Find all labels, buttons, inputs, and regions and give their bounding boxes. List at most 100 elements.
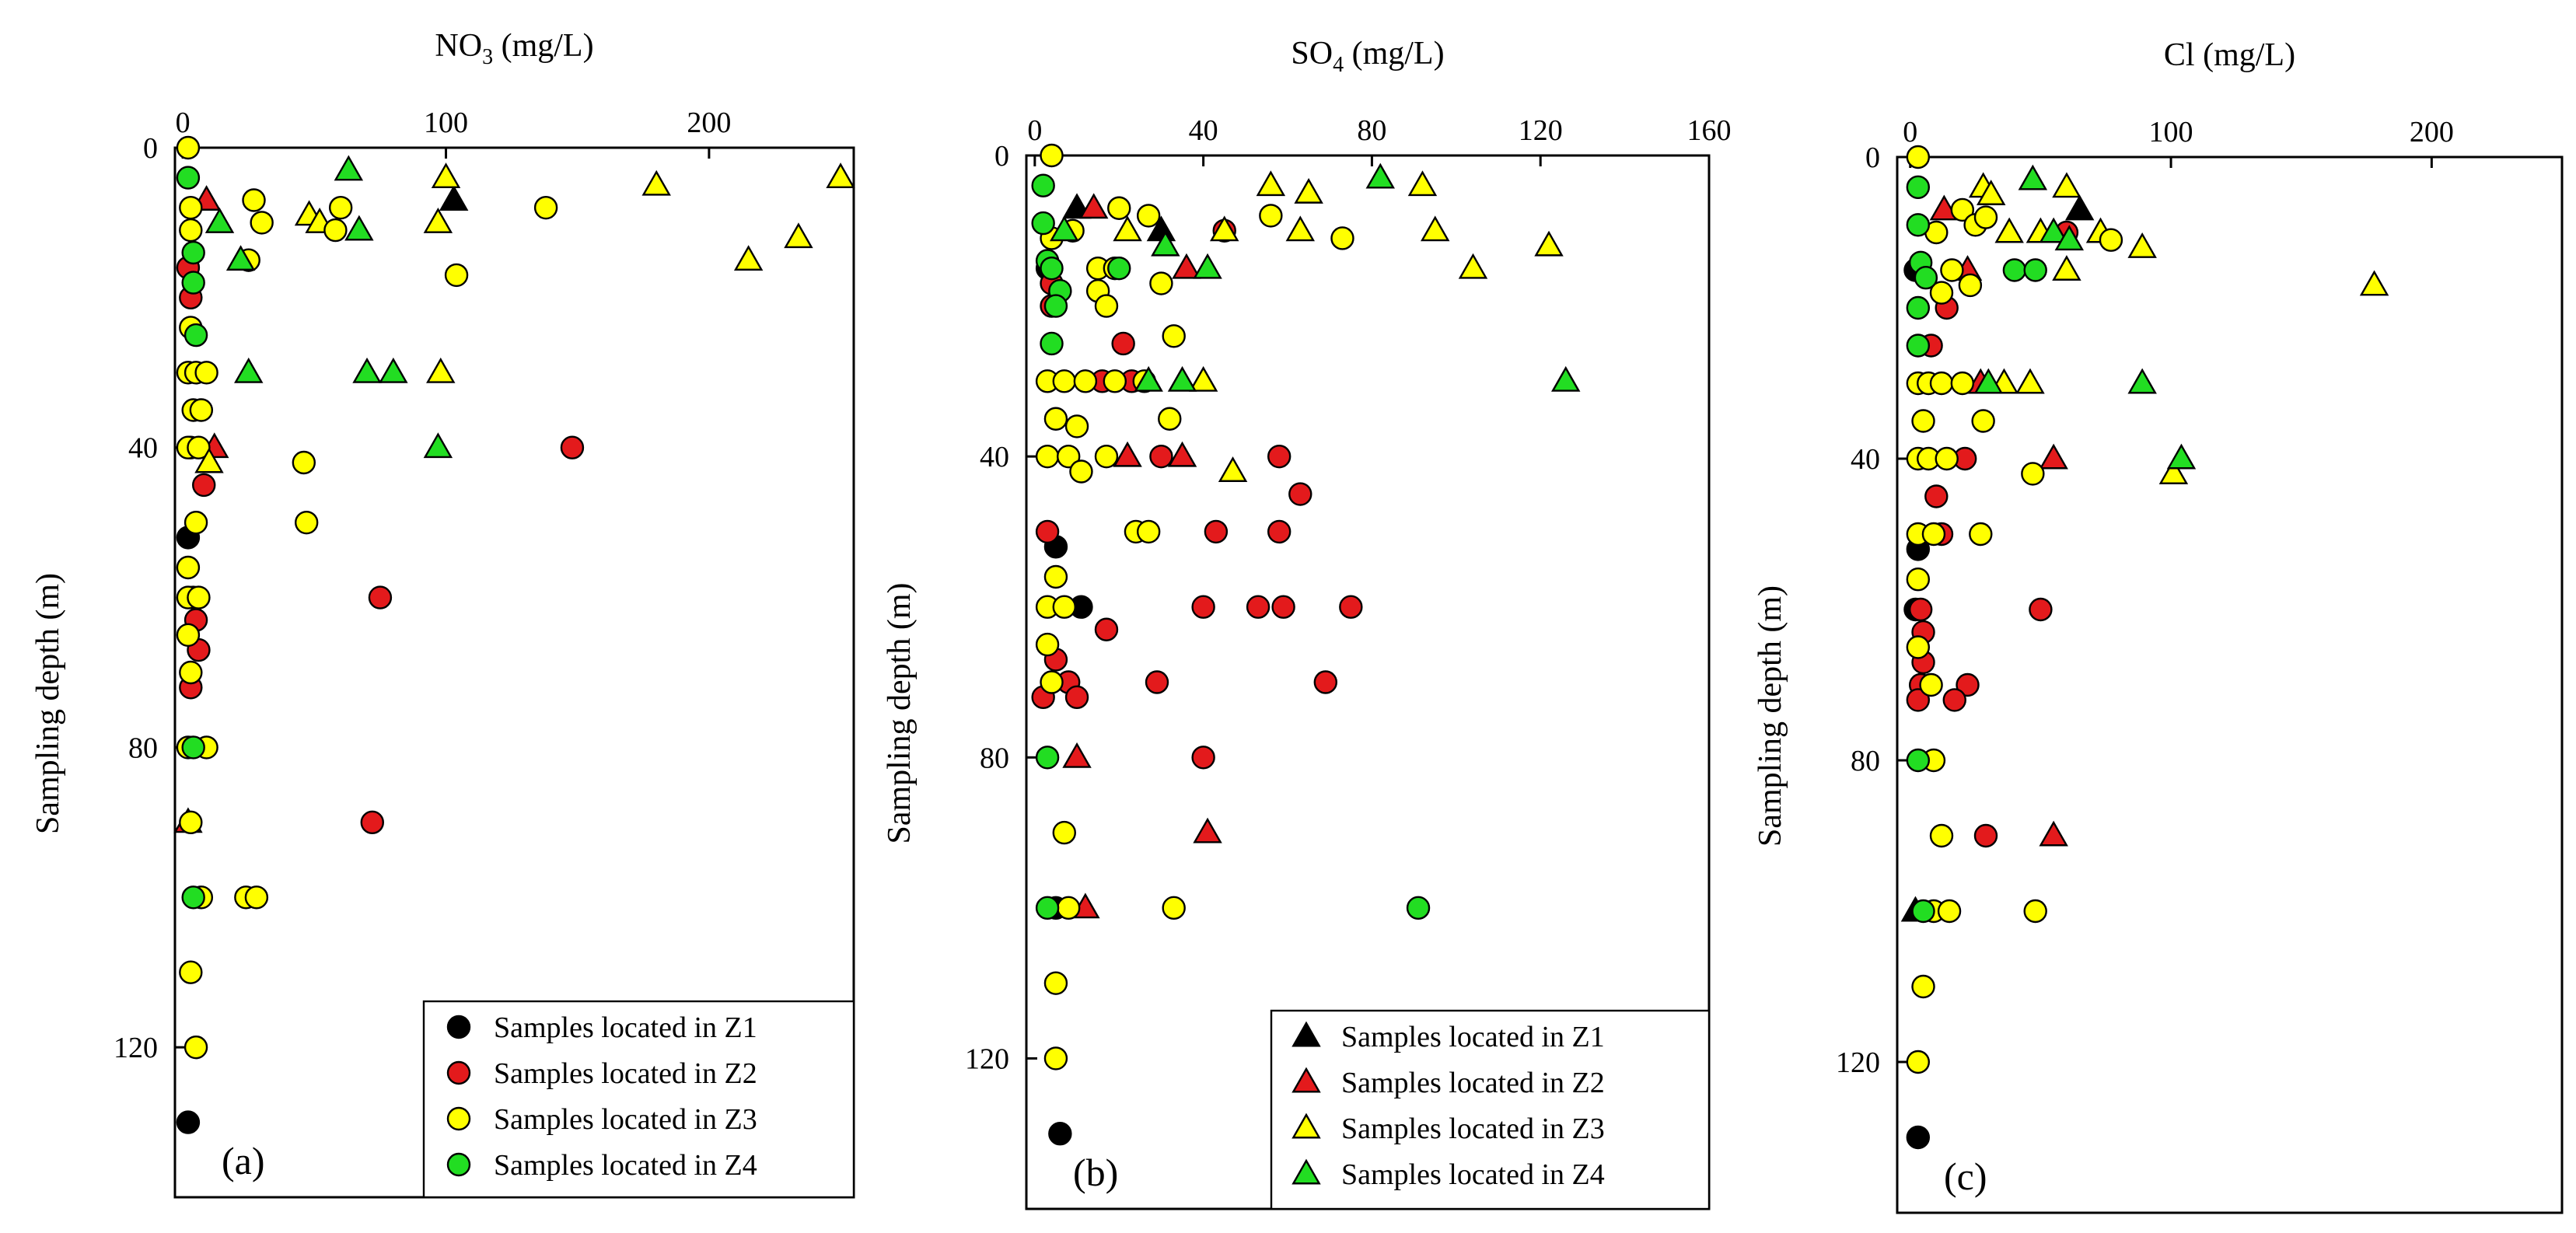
data-point-z3 [1188, 365, 1218, 392]
data-point-z3 [179, 960, 203, 984]
x-tick-label: 160 [1687, 114, 1732, 147]
data-point-z4 [184, 323, 208, 348]
data-point-z4 [1365, 162, 1395, 189]
data-point-z3 [1043, 971, 1068, 995]
data-point-z1 [176, 1110, 201, 1134]
data-point-z4 [181, 240, 205, 265]
y-tick-label: 80 [128, 732, 158, 764]
data-point-z4 [2127, 368, 2157, 394]
data-point-z4 [1914, 266, 1938, 290]
data-point-z3 [189, 398, 214, 422]
legend-label-z2: Samples located in Z2 [1341, 1067, 1605, 1099]
data-point-z3 [1937, 899, 1962, 924]
data-point-z2 [1973, 823, 1998, 848]
data-point-z3 [1056, 444, 1081, 469]
data-point-z3 [826, 162, 855, 189]
data-point-z4 [352, 357, 382, 383]
y-tick-label: 40 [1851, 443, 1880, 476]
data-point-z4 [379, 357, 408, 383]
data-point-z2 [1942, 688, 1966, 712]
data-point-z2 [1288, 482, 1312, 506]
data-point-z3 [1136, 204, 1161, 228]
data-point-z2 [1111, 331, 1135, 356]
data-point-z2 [368, 585, 393, 610]
data-point-z2 [1924, 484, 1949, 508]
data-point-z3 [426, 357, 456, 383]
data-point-z4 [334, 155, 364, 181]
data-point-z3 [2359, 270, 2389, 296]
x-axis-title: Cl (mg/L) [2164, 37, 2295, 73]
data-point-z4 [1107, 256, 1131, 281]
data-point-z3 [244, 885, 269, 910]
data-point-z4 [344, 215, 374, 241]
data-point-z3 [1285, 215, 1316, 242]
plot-frame [1896, 155, 2564, 1214]
data-point-z3 [294, 510, 319, 535]
data-point-z3 [1935, 446, 1959, 471]
data-point-z2 [1193, 817, 1222, 844]
data-point-z3 [179, 810, 203, 835]
data-point-z2 [2029, 597, 2053, 622]
x-axis-title-main: SO [1291, 36, 1333, 72]
data-point-z4 [1906, 748, 1931, 773]
data-point-z4 [1031, 173, 1055, 197]
data-point-z3 [1052, 369, 1076, 393]
data-point-z3 [1971, 409, 1995, 433]
data-point-z3 [1994, 217, 2024, 243]
data-point-z3 [1940, 258, 1964, 282]
panel-b-so4: 0 40 80 120 160 0 40 80 120 SO4 (mg/L) Sampling de… [882, 36, 1732, 1210]
data-point-z2 [1267, 519, 1291, 544]
legend-marker-z1 [1291, 1021, 1321, 1047]
data-point-z2 [1149, 444, 1173, 469]
data-point-z4 [2023, 258, 2047, 282]
data-point-z4 [1040, 331, 1064, 356]
data-point-z3 [242, 188, 266, 212]
legend-label-z1: Samples located in Z1 [1341, 1021, 1605, 1053]
data-point-z4 [2166, 443, 2197, 470]
data-point-z3 [1073, 369, 1098, 393]
data-point-z3 [1976, 180, 2006, 205]
data-point-z1 [1048, 1122, 1072, 1146]
data-point-z3 [1919, 672, 1943, 697]
data-point-z3 [1094, 444, 1119, 469]
data-point-z2 [360, 810, 384, 835]
data-point-z3 [250, 211, 274, 235]
data-point-z2 [1191, 746, 1215, 770]
y-tick-label: 40 [128, 432, 158, 465]
data-point-z3 [1040, 143, 1064, 168]
data-point-z3 [733, 245, 764, 271]
data-point-z3 [1158, 407, 1182, 431]
data-point-z3 [1950, 371, 1975, 396]
data-point-z3 [1929, 281, 1954, 305]
data-point-z4 [176, 166, 201, 190]
data-point-z2 [1908, 597, 1933, 622]
data-point-z3 [1043, 407, 1068, 431]
x-axis-title-main: NO [435, 28, 482, 64]
y-tick-label: 120 [965, 1043, 1009, 1075]
legend: Samples located in Z1 Samples located in … [1270, 1009, 1711, 1210]
data-point-z3 [1210, 215, 1239, 242]
data-points [1031, 143, 1581, 1146]
y-tick-label: 80 [980, 742, 1009, 774]
legend-box [422, 1000, 855, 1199]
data-point-z3 [176, 135, 201, 160]
data-point-z3 [1950, 197, 1975, 222]
x-axis-title-unit: (mg/L) [1344, 36, 1444, 72]
data-point-z3 [1103, 369, 1127, 393]
data-point-z3 [1052, 595, 1076, 619]
data-point-z2 [560, 435, 585, 459]
data-point-z3 [1330, 226, 1354, 250]
data-point-z4 [1167, 365, 1197, 392]
legend-marker-z2 [1291, 1067, 1321, 1093]
data-point-z3 [1407, 170, 1438, 197]
x-tick-label: 100 [424, 107, 468, 139]
data-point-z4 [1151, 230, 1180, 257]
data-point-z1 [439, 185, 469, 211]
x-axis-title: NO3 (mg/L) [435, 28, 593, 69]
x-tick-label: 0 [1027, 114, 1042, 147]
panel-letter: (a) [222, 1139, 265, 1182]
data-point-z3 [176, 555, 201, 580]
data-point-z3 [328, 195, 353, 220]
data-point-z3 [1035, 632, 1060, 657]
